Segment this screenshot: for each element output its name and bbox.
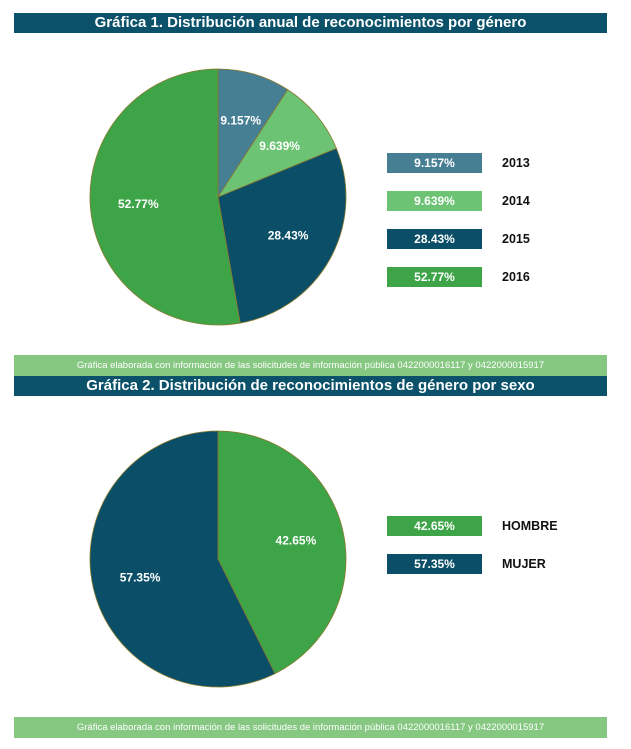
chart2-legend-swatch-hombre: 42.65%: [387, 516, 482, 536]
chart1-legend-label-2014: 2014: [502, 194, 530, 208]
chart1-legend-swatch-2015: 28.43%: [387, 229, 482, 249]
chart2-slice-hombre: [217, 430, 347, 675]
chart2-slice-mujer: [89, 430, 276, 688]
chart1-slice-label-2014: 9.639%: [259, 139, 300, 153]
chart1-slice-2015: [217, 147, 347, 324]
chart1-source-note: Gráfica elaborada con información de las…: [14, 355, 607, 376]
chart2-source-note: Gráfica elaborada con información de las…: [14, 717, 607, 738]
chart1-pie: 9.157% 9.639% 28.43% 52.77%: [89, 68, 347, 326]
chart1-legend-label-2015: 2015: [502, 232, 530, 246]
chart1-legend-swatch-2013: 9.157%: [387, 153, 482, 173]
chart1-slice-label-2013: 9.157%: [220, 113, 261, 127]
chart1-slice-label-2015: 28.43%: [268, 229, 309, 243]
chart1-legend-label-2016: 2016: [502, 270, 530, 284]
chart2-legend-label-mujer: MUJER: [502, 557, 546, 571]
chart1-slice-2014: [216, 89, 337, 198]
chart1-legend-swatch-2016: 52.77%: [387, 267, 482, 287]
chart2-pie: 42.65% 57.35%: [89, 430, 347, 688]
chart1-legend-swatch-2014: 9.639%: [387, 191, 482, 211]
chart1-legend-label-2013: 2013: [502, 156, 530, 170]
chart1-slice-2016: [89, 68, 241, 326]
chart2-title: Gráfica 2. Distribución de reconocimient…: [14, 376, 607, 396]
chart2-legend-swatch-mujer: 57.35%: [387, 554, 482, 574]
chart2-slice-label-mujer: 57.35%: [120, 570, 161, 584]
chart2-slice-label-hombre: 42.65%: [276, 534, 317, 548]
chart1-title: Gráfica 1. Distribución anual de reconoc…: [14, 13, 607, 33]
chart2-legend-label-hombre: HOMBRE: [502, 519, 558, 533]
chart1-slice-label-2016: 52.77%: [118, 197, 159, 211]
